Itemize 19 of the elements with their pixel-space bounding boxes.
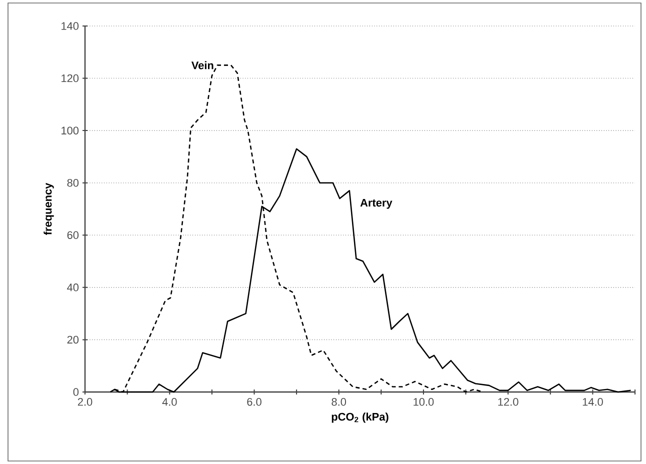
series-label: Artery [360,198,392,209]
x-tick-label: 2.0 [78,398,92,406]
y-tick-label: 20 [67,336,79,344]
x-tick-label: 12.0 [498,398,518,406]
y-tick-label: 60 [67,231,79,240]
y-tick-label: 140 [62,22,79,30]
x-tick-label: 4.0 [162,398,177,406]
y-tick-label: 40 [67,284,79,292]
x-tick-label: 14.0 [582,398,603,406]
x-tick-label: 10.0 [414,398,434,406]
y-tick-label: 100 [62,126,79,134]
series-label: Vein [191,61,214,70]
y-tick-label: 0 [73,388,79,396]
x-axis-title: pCO$_{2}$ (kPa) [332,412,388,423]
x-tick-label: 6.0 [247,398,262,406]
x-tick-label: 8.0 [332,398,346,406]
y-tick-label: 80 [67,178,79,187]
y-tick-label: 120 [62,74,79,82]
y-axis-title: frequency [44,182,54,235]
